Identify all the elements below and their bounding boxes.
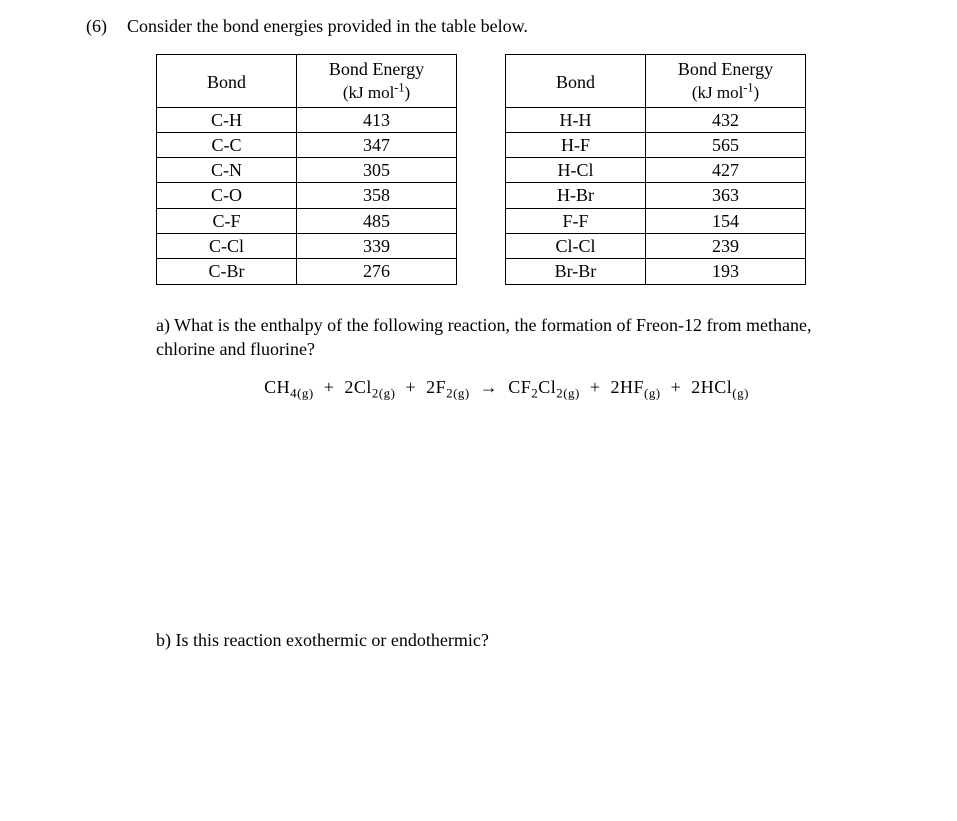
energy-cell: 154 — [646, 208, 806, 233]
energy-cell: 347 — [297, 132, 457, 157]
energy-cell: 413 — [297, 107, 457, 132]
energy-cell: 358 — [297, 183, 457, 208]
energy-cell: 485 — [297, 208, 457, 233]
energy-cell: 427 — [646, 158, 806, 183]
table-row: C-H413 — [157, 107, 457, 132]
energy-cell: 239 — [646, 234, 806, 259]
bond-cell: C-F — [157, 208, 297, 233]
bond-cell: C-Br — [157, 259, 297, 284]
answer-space-a — [156, 400, 857, 628]
table-header-bond: Bond — [506, 55, 646, 107]
bond-cell: C-Cl — [157, 234, 297, 259]
energy-cell: 276 — [297, 259, 457, 284]
bond-cell: F-F — [506, 208, 646, 233]
bond-cell: H-H — [506, 107, 646, 132]
table-row: C-Br276 — [157, 259, 457, 284]
page: (6) Consider the bond energies provided … — [0, 0, 957, 672]
energy-cell: 565 — [646, 132, 806, 157]
bond-table-left: Bond Bond Energy (kJ mol-1) C-H413 C-C34… — [156, 54, 457, 284]
table-row: H-H432 — [506, 107, 806, 132]
table-row: C-O358 — [157, 183, 457, 208]
bond-tables-row: Bond Bond Energy (kJ mol-1) C-H413 C-C34… — [156, 54, 857, 284]
energy-cell: 193 — [646, 259, 806, 284]
table-row: H-Br363 — [506, 183, 806, 208]
table-header-bond: Bond — [157, 55, 297, 107]
table-row: C-F485 — [157, 208, 457, 233]
bond-cell: C-H — [157, 107, 297, 132]
table-header-energy-1: Bond Energy — [646, 55, 806, 82]
bond-cell: H-Cl — [506, 158, 646, 183]
question-header: (6) Consider the bond energies provided … — [40, 14, 917, 38]
energy-cell: 305 — [297, 158, 457, 183]
table-row: H-F565 — [506, 132, 806, 157]
part-b-text: b) Is this reaction exothermic or endoth… — [156, 628, 857, 652]
table-header-energy-2: (kJ mol-1) — [297, 82, 457, 107]
table-row: Br-Br193 — [506, 259, 806, 284]
table-header-energy-2: (kJ mol-1) — [646, 82, 806, 107]
question-text: Consider the bond energies provided in t… — [127, 14, 917, 38]
bond-cell: Cl-Cl — [506, 234, 646, 259]
energy-cell: 363 — [646, 183, 806, 208]
reaction-equation: CH4(g) + 2Cl2(g) + 2F2(g) → CF2Cl2(g) + … — [156, 375, 857, 399]
bond-cell: C-C — [157, 132, 297, 157]
energy-cell: 339 — [297, 234, 457, 259]
table-right-body: H-H432 H-F565 H-Cl427 H-Br363 F-F154 Cl-… — [506, 107, 806, 284]
table-row: F-F154 — [506, 208, 806, 233]
table-header-energy-1: Bond Energy — [297, 55, 457, 82]
table-row: H-Cl427 — [506, 158, 806, 183]
question-body: Bond Bond Energy (kJ mol-1) C-H413 C-C34… — [156, 54, 857, 652]
bond-table-right: Bond Bond Energy (kJ mol-1) H-H432 H-F56… — [505, 54, 806, 284]
bond-cell: H-Br — [506, 183, 646, 208]
bond-cell: C-O — [157, 183, 297, 208]
table-row: C-N305 — [157, 158, 457, 183]
table-row: Cl-Cl239 — [506, 234, 806, 259]
bond-cell: C-N — [157, 158, 297, 183]
bond-cell: H-F — [506, 132, 646, 157]
table-row: C-Cl339 — [157, 234, 457, 259]
bond-cell: Br-Br — [506, 259, 646, 284]
table-row: C-C347 — [157, 132, 457, 157]
energy-cell: 432 — [646, 107, 806, 132]
question-number: (6) — [40, 14, 107, 38]
part-a-text: a) What is the enthalpy of the following… — [156, 313, 857, 362]
table-left-body: C-H413 C-C347 C-N305 C-O358 C-F485 C-Cl3… — [157, 107, 457, 284]
